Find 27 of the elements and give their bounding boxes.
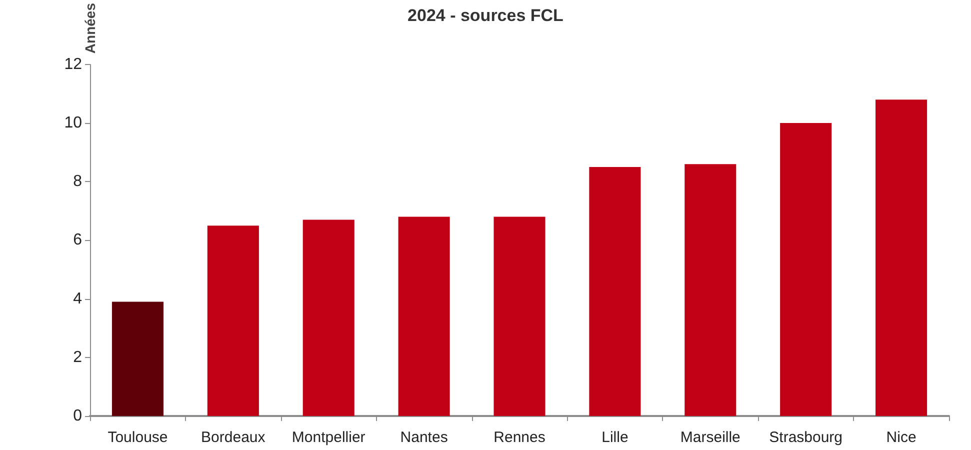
- y-tick-label: 4: [73, 290, 82, 308]
- x-tick-label: Lille: [602, 429, 628, 446]
- x-tick-label: Toulouse: [108, 429, 168, 446]
- bar: [494, 216, 546, 416]
- bar: [302, 220, 354, 416]
- y-tick-label: 0: [73, 408, 82, 424]
- y-tick-label: 8: [73, 173, 82, 190]
- x-tick-label: Montpellier: [292, 429, 366, 446]
- y-tick-label: 12: [64, 56, 82, 73]
- bar: [589, 167, 641, 416]
- x-tick-label: Nice: [886, 429, 916, 446]
- y-tick-label: 6: [73, 232, 82, 249]
- x-tick-label: Nantes: [400, 429, 448, 446]
- bar: [876, 100, 928, 416]
- x-tick-label: Strasbourg: [769, 429, 843, 446]
- chart-title: 2024 - sources FCL: [408, 6, 564, 25]
- x-tick-label: Marseille: [680, 429, 740, 446]
- bar: [684, 164, 736, 416]
- x-tick-label: Bordeaux: [201, 429, 266, 446]
- y-tick-label: 10: [64, 114, 82, 132]
- y-axis-title: Années: [82, 2, 98, 54]
- y-tick-label: 2: [73, 348, 82, 366]
- bar: [780, 123, 832, 416]
- bar: [207, 226, 259, 416]
- x-tick-label: Rennes: [494, 429, 546, 446]
- bar: [398, 216, 450, 416]
- bar: [112, 302, 164, 416]
